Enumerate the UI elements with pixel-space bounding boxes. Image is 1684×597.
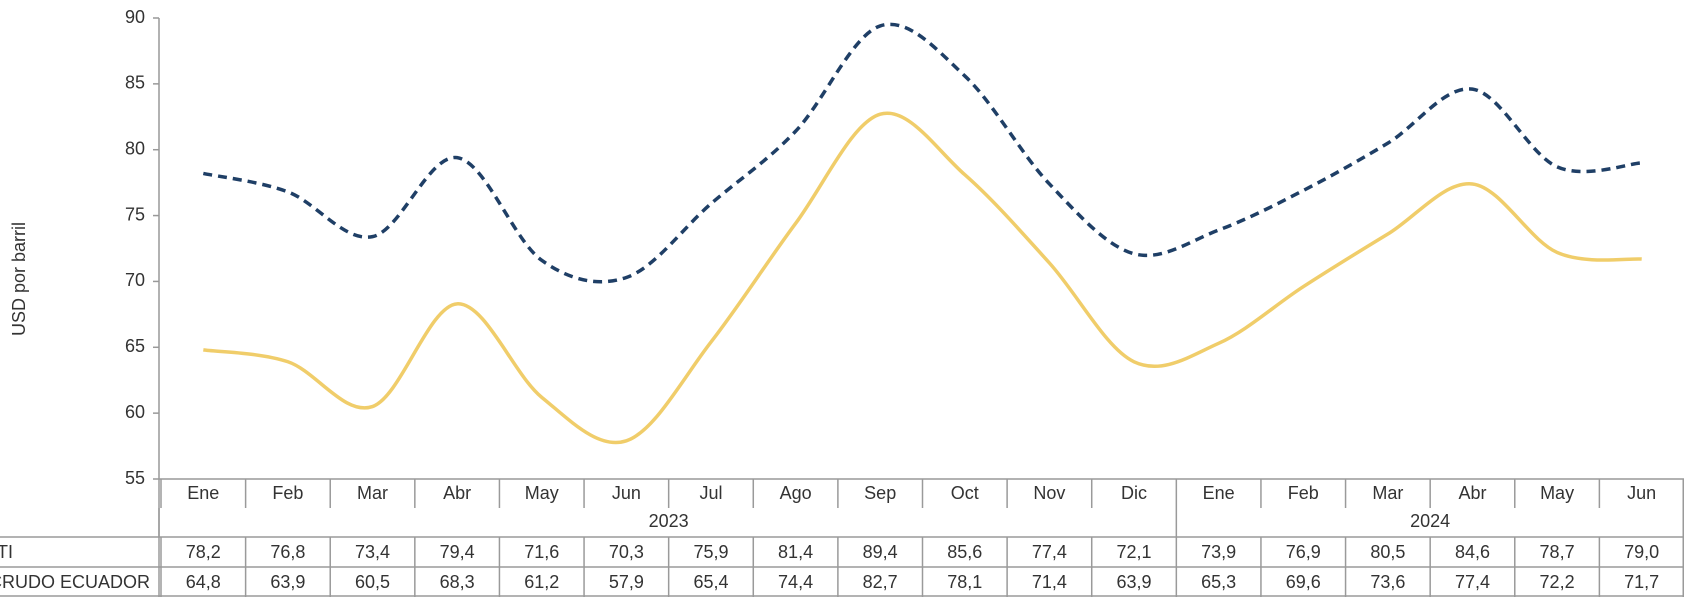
table-value: 63,9 bbox=[270, 572, 305, 592]
table-value: 78,2 bbox=[186, 542, 221, 562]
table-value: 77,4 bbox=[1032, 542, 1067, 562]
table-value: 72,2 bbox=[1540, 572, 1575, 592]
y-tick-label: 80 bbox=[125, 138, 145, 158]
year-label: 2024 bbox=[1410, 511, 1450, 531]
table-value: 76,9 bbox=[1286, 542, 1321, 562]
table-value: 60,5 bbox=[355, 572, 390, 592]
table-value: 78,7 bbox=[1540, 542, 1575, 562]
table-value: 79,0 bbox=[1624, 542, 1659, 562]
x-tick-label: May bbox=[525, 483, 559, 503]
table-value: 68,3 bbox=[440, 572, 475, 592]
table-value: 57,9 bbox=[609, 572, 644, 592]
y-tick-label: 75 bbox=[125, 204, 145, 224]
x-tick-label: Ago bbox=[780, 483, 812, 503]
table-value: 74,4 bbox=[778, 572, 813, 592]
table-value: 81,4 bbox=[778, 542, 813, 562]
x-tick-label: Ene bbox=[187, 483, 219, 503]
y-tick-label: 65 bbox=[125, 336, 145, 356]
table-value: 72,1 bbox=[1117, 542, 1152, 562]
table-value: 73,4 bbox=[355, 542, 390, 562]
table-value: 63,9 bbox=[1117, 572, 1152, 592]
x-tick-label: Nov bbox=[1033, 483, 1065, 503]
table-value: 61,2 bbox=[524, 572, 559, 592]
y-axis-label: USD por barril bbox=[9, 222, 29, 336]
table-value: 64,8 bbox=[186, 572, 221, 592]
table-value: 65,4 bbox=[693, 572, 728, 592]
table-value: 85,6 bbox=[947, 542, 982, 562]
x-tick-label: May bbox=[1540, 483, 1574, 503]
x-tick-label: Feb bbox=[272, 483, 303, 503]
table-value: 89,4 bbox=[863, 542, 898, 562]
table-value: 71,4 bbox=[1032, 572, 1067, 592]
table-value: 77,4 bbox=[1455, 572, 1490, 592]
table-value: 84,6 bbox=[1455, 542, 1490, 562]
table-value: 70,3 bbox=[609, 542, 644, 562]
series-line bbox=[203, 111, 1642, 445]
table-value: 73,9 bbox=[1201, 542, 1236, 562]
x-tick-label: Dic bbox=[1121, 483, 1147, 503]
x-tick-label: Abr bbox=[1458, 483, 1486, 503]
table-value: 76,8 bbox=[270, 542, 305, 562]
table-value: 69,6 bbox=[1286, 572, 1321, 592]
x-tick-label: Jul bbox=[699, 483, 722, 503]
series-name: CRUDO ECUADOR bbox=[0, 572, 150, 592]
x-tick-label: Mar bbox=[357, 483, 388, 503]
series-name: WTI bbox=[0, 542, 13, 562]
x-tick-label: Abr bbox=[443, 483, 471, 503]
y-tick-label: 60 bbox=[125, 402, 145, 422]
table-value: 65,3 bbox=[1201, 572, 1236, 592]
table-value: 73,6 bbox=[1370, 572, 1405, 592]
y-tick-label: 55 bbox=[125, 468, 145, 488]
y-tick-label: 90 bbox=[125, 7, 145, 27]
x-tick-label: Ene bbox=[1203, 483, 1235, 503]
series-line bbox=[202, 22, 1642, 284]
x-tick-label: Sep bbox=[864, 483, 896, 503]
table-value: 78,1 bbox=[947, 572, 982, 592]
table-value: 75,9 bbox=[693, 542, 728, 562]
y-tick-label: 85 bbox=[125, 73, 145, 93]
table-value: 71,7 bbox=[1624, 572, 1659, 592]
table-value: 71,6 bbox=[524, 542, 559, 562]
x-tick-label: Jun bbox=[612, 483, 641, 503]
x-tick-label: Feb bbox=[1288, 483, 1319, 503]
table-value: 79,4 bbox=[440, 542, 475, 562]
table-value: 82,7 bbox=[863, 572, 898, 592]
y-tick-label: 70 bbox=[125, 270, 145, 290]
x-tick-label: Jun bbox=[1627, 483, 1656, 503]
table-value: 80,5 bbox=[1370, 542, 1405, 562]
x-tick-label: Mar bbox=[1372, 483, 1403, 503]
x-tick-label: Oct bbox=[951, 483, 979, 503]
year-label: 2023 bbox=[649, 511, 689, 531]
